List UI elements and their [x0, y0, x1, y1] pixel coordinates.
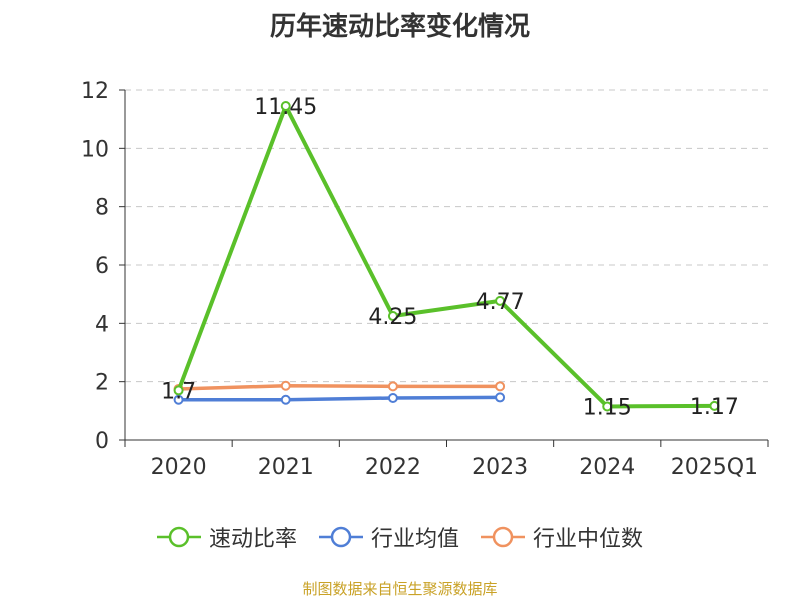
data-point	[387, 381, 398, 392]
data-point	[280, 101, 291, 112]
series-line	[178, 384, 501, 391]
x-tick-label: 2020	[151, 455, 207, 480]
legend-label: 行业中位数	[533, 527, 644, 552]
legend-circle	[168, 526, 190, 548]
data-point	[280, 380, 291, 391]
data-label: 1.15	[583, 395, 632, 420]
x-tick-label: 2025Q1	[671, 455, 758, 480]
data-point	[709, 400, 720, 411]
data-point	[280, 394, 291, 405]
data-point	[173, 394, 184, 405]
data-point	[495, 381, 506, 392]
data-label: 1.7	[161, 379, 196, 404]
data-label: 11.45	[254, 95, 317, 120]
legend-label: 行业均值	[370, 527, 459, 552]
data-label: 1.17	[690, 395, 739, 420]
y-tick-label: 12	[81, 79, 109, 104]
data-point	[495, 392, 506, 403]
y-tick-label: 10	[81, 137, 109, 162]
legend-marker-icon	[318, 526, 363, 548]
legend-marker-icon	[156, 526, 201, 548]
legend: 速动比率 行业均值 行业中位数	[0, 520, 800, 554]
legend-item-quick-ratio[interactable]: 速动比率	[156, 521, 297, 553]
data-point	[173, 385, 184, 396]
data-point	[387, 311, 398, 322]
x-tick-label: 2024	[579, 455, 635, 480]
legend-circle	[492, 526, 514, 548]
legend-circle	[330, 526, 352, 548]
data-point	[602, 401, 613, 412]
source-note: 制图数据来自恒生聚源数据库	[302, 580, 498, 598]
data-point	[495, 295, 506, 306]
y-tick-label: 4	[95, 312, 109, 337]
legend-item-industry-median[interactable]: 行业中位数	[481, 521, 643, 553]
y-tick-label: 6	[95, 254, 109, 279]
x-tick-label: 2022	[365, 455, 421, 480]
x-tick-label: 2023	[472, 455, 528, 480]
series-line	[176, 104, 715, 409]
y-tick-label: 2	[95, 371, 109, 396]
data-label: 4.77	[476, 290, 525, 315]
legend-label: 速动比率	[208, 527, 297, 552]
legend-marker-icon	[481, 526, 525, 548]
legend-item-industry-mean[interactable]: 行业均值	[318, 521, 459, 553]
y-tick-label: 0	[95, 429, 109, 454]
x-tick-label: 2021	[258, 455, 314, 480]
data-label: 4.25	[368, 305, 417, 330]
series-line	[178, 395, 501, 402]
chart-title: 历年速动比率变化情况	[269, 12, 530, 42]
y-tick-label: 8	[95, 196, 109, 221]
data-point	[387, 393, 398, 403]
